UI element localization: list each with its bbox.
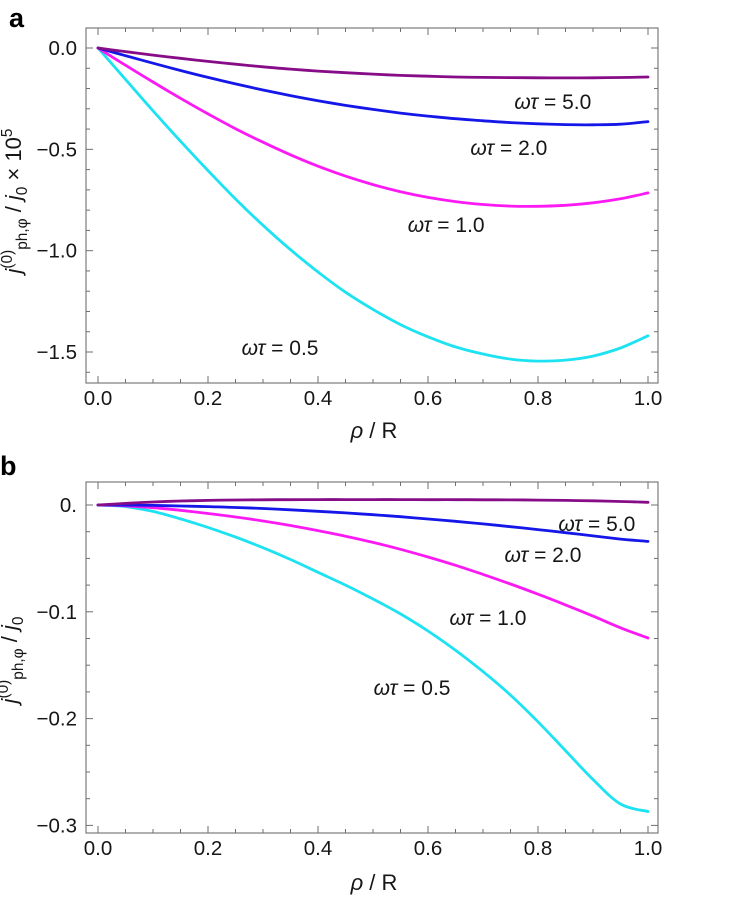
curve-2.0 [96,46,650,127]
y-tick-label: −0.3 [37,814,77,837]
curve-annotation-0.5: ωτ = 0.5 [374,677,451,700]
curve-annotation-1.0: ωτ = 1.0 [450,607,527,630]
x-tick-label: 1.0 [634,837,663,860]
curve-annotation-2.0: ωτ = 2.0 [505,544,582,567]
curve-annotation-5.0: ωτ = 5.0 [558,513,635,536]
y-axis-label: j(0)ph,φ / j0 × 105 [0,129,31,277]
y-tick-label: −0.2 [37,708,77,731]
x-tick-label: 0.4 [304,837,333,860]
y-tick-label: −1.5 [37,341,77,364]
x-tick-label: 1.0 [634,387,663,410]
panel-a-plot: 0.0 0.2 0.4 0.6 0.8 1.0 0.0 −0.5 −1.0 −1.5 ωτ = 5.… [0,27,663,443]
x-tick-label: 0.8 [524,387,553,410]
y-tick-label: −0.1 [37,601,77,624]
x-axis-label: ρ / R [350,870,398,895]
x-tick-label: 0.2 [194,837,223,860]
panel-label-a: a [9,3,25,33]
curve-0.5 [96,46,650,363]
x-tick-label: 0.8 [524,837,553,860]
y-tick-label: 0.0 [49,37,78,60]
x-tick-label: 0.0 [84,837,113,860]
panel-b-plot: 0.0 0.2 0.4 0.6 0.8 1.0 0. −0.1 −0.2 −0.3 ωτ = 5.0… [0,481,663,895]
curve-2.0 [96,503,650,543]
x-tick-label: 0.4 [304,387,333,410]
curve-1.0 [96,46,650,208]
plot-frame [85,27,659,384]
x-tick-label: 0.2 [194,387,223,410]
curve-annotation-5.0: ωτ = 5.0 [514,91,591,114]
curve-annotation-0.5: ωτ = 0.5 [242,337,319,360]
curve-annotation-1.0: ωτ = 1.0 [408,214,485,237]
curve-annotation-2.0: ωτ = 2.0 [470,137,547,160]
x-tick-label: 0.6 [414,387,443,410]
x-tick-label: 0.6 [414,837,443,860]
x-axis-label: ρ / R [350,418,398,443]
y-tick-label: −0.5 [37,138,77,161]
curve-0.5 [96,503,650,813]
x-tick-label: 0.0 [84,387,113,410]
plot-frame [85,481,659,834]
y-tick-label: −1.0 [37,240,77,263]
curve-5.0 [96,498,650,507]
curve-5.0 [96,46,650,80]
y-axis-label: j(0)ph,φ / j0 [0,617,27,707]
y-tick-label: 0. [60,494,77,517]
curve-1.0 [96,503,650,640]
panel-label-b: b [0,451,17,481]
